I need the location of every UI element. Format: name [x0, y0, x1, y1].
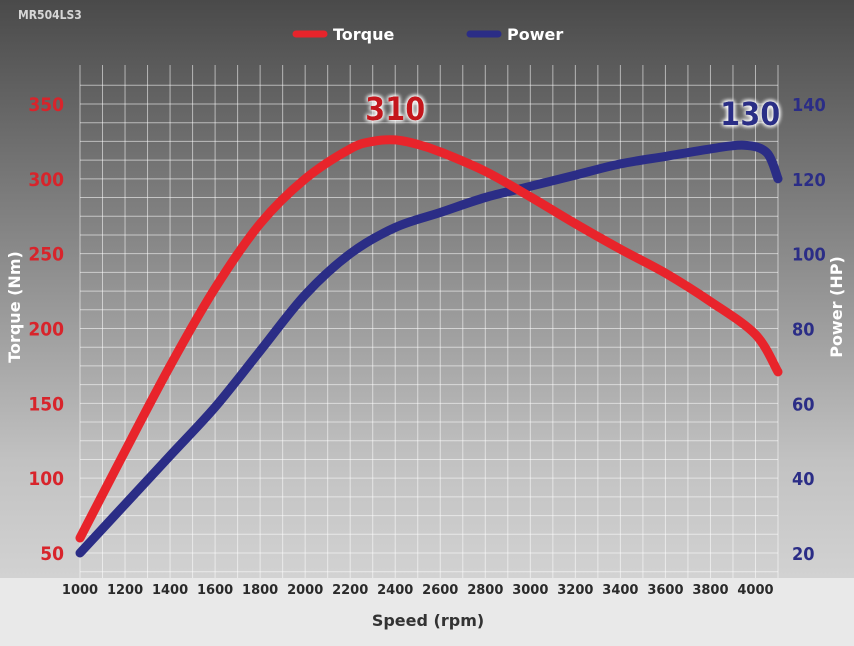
y-left-tick-label: 150 [28, 393, 64, 415]
x-tick-label: 3400 [602, 583, 638, 598]
y-axis-title-left: Torque (Nm) [5, 251, 24, 363]
x-tick-label: 2400 [377, 583, 413, 598]
series-line-torque [75, 135, 783, 543]
y-axis-title-right: Power (HP) [827, 256, 846, 358]
x-tick-label: 2200 [332, 583, 368, 598]
y-left-tick-label: 100 [28, 468, 64, 490]
x-tick-label: 2800 [467, 583, 503, 598]
x-tick-label: 3600 [647, 583, 683, 598]
y-right-tick-label: 80 [792, 320, 815, 341]
left-axis-ticks: 50 100 150 200 250 300 350 [28, 94, 64, 565]
x-tick-label: 2000 [287, 583, 323, 598]
x-tick-label: 3000 [512, 583, 548, 598]
legend-label-power: Power [507, 25, 563, 44]
legend-label-torque: Torque [333, 25, 395, 44]
x-tick-label: 1200 [107, 583, 143, 598]
y-left-tick-label: 300 [28, 169, 64, 191]
series-layer: 310 130 [75, 90, 783, 558]
x-axis-title: Speed (rpm) [372, 611, 484, 630]
y-left-tick-label: 250 [28, 244, 64, 266]
x-tick-label: 1600 [197, 583, 233, 598]
right-axis-ticks: 20 40 60 80 100 120 140 [792, 95, 826, 565]
x-tick-label: 4000 [737, 583, 773, 598]
x-tick-label: 1400 [152, 583, 188, 598]
y-right-tick-label: 40 [792, 469, 815, 490]
x-tick-label: 2600 [422, 583, 458, 598]
peak-label-power: 130 [720, 95, 780, 133]
chart-background [0, 0, 854, 578]
x-tick-label: 1800 [242, 583, 278, 598]
peak-label-torque: 310 [365, 90, 425, 128]
model-label: MR504LS3 [18, 8, 82, 22]
y-left-tick-label: 200 [28, 319, 64, 341]
x-tick-label: 1000 [62, 583, 98, 598]
x-tick-label: 3200 [557, 583, 593, 598]
y-right-tick-label: 60 [792, 394, 815, 415]
y-right-tick-label: 100 [792, 245, 826, 266]
x-axis-band [0, 578, 854, 646]
x-tick-label: 3800 [692, 583, 728, 598]
y-right-tick-label: 20 [792, 544, 815, 565]
y-right-tick-label: 140 [792, 95, 826, 116]
y-left-tick-label: 350 [28, 94, 64, 116]
series-line-power [75, 140, 783, 558]
y-right-tick-label: 120 [792, 170, 826, 191]
y-left-tick-label: 50 [40, 543, 64, 565]
legend: Torque Power [292, 25, 563, 44]
x-axis-ticks: 1000 1200 1400 1600 1800 2000 2200 2400 2600 2800… [62, 583, 774, 598]
